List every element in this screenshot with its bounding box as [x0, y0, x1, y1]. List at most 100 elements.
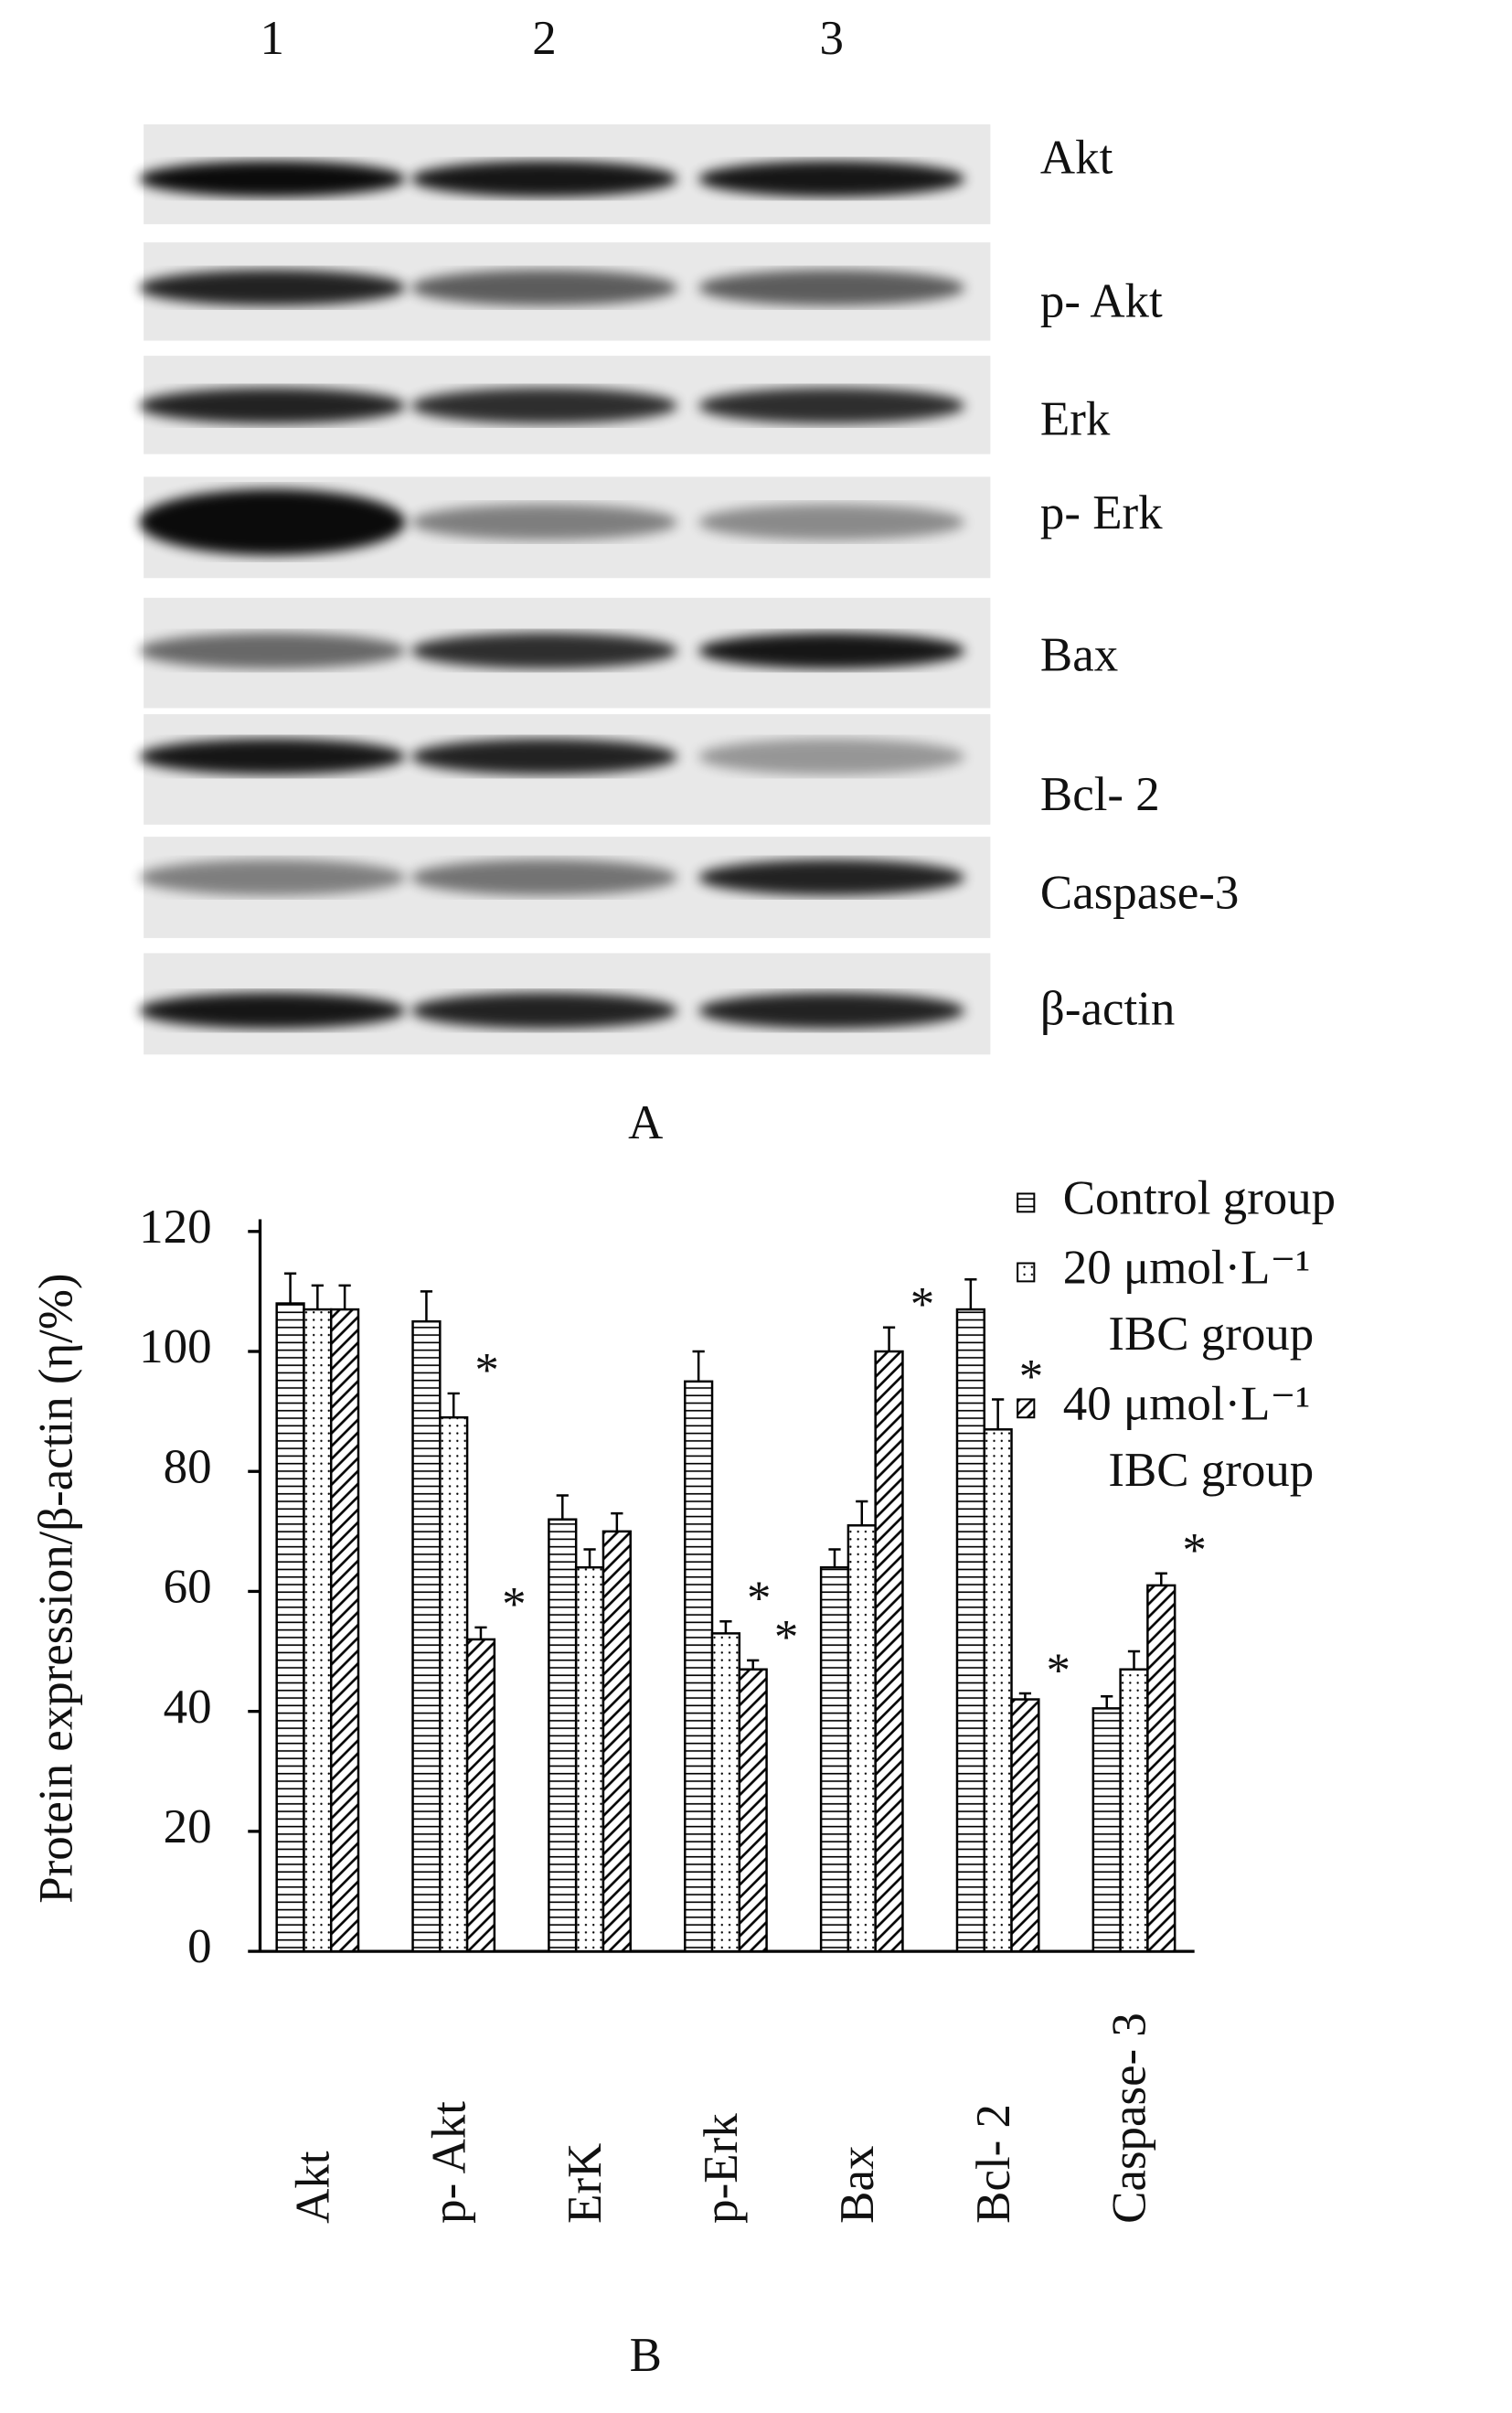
x-tick-label: p- Akt [422, 2101, 475, 2224]
error-bar [420, 1290, 433, 1322]
bar [303, 1308, 333, 1953]
protein-label: Bax [1040, 629, 1118, 682]
y-tick-label: 80 [164, 1440, 212, 1493]
bar [602, 1530, 632, 1953]
error-bar [338, 1284, 351, 1310]
legend-swatch [1017, 1192, 1036, 1213]
bar [465, 1638, 496, 1953]
western-blot: 1 2 3 Akt p- Akt Erk p- Erk Bax Bcl- 2 Caspase-3 β… [139, 12, 1239, 1149]
significance-mark: * [1182, 1524, 1206, 1577]
legend-label: Control group [1063, 1172, 1336, 1225]
error-bar [719, 1620, 732, 1634]
error-bar [1127, 1650, 1141, 1670]
blot-band [698, 738, 965, 775]
bar [574, 1565, 605, 1953]
bar [955, 1308, 985, 1953]
significance-mark: * [1019, 1351, 1043, 1404]
legend-label: 20 μmol·L⁻¹ IBC group [1063, 1242, 1314, 1361]
legend-swatch [1017, 1398, 1036, 1419]
x-tick-label: Bcl- 2 [967, 2104, 1020, 2224]
error-bar [692, 1350, 705, 1382]
blot-band [698, 387, 965, 424]
significance-mark: * [474, 1344, 498, 1397]
blot-band [139, 859, 406, 896]
blot-band [139, 269, 406, 306]
lane-label: 2 [532, 12, 556, 65]
lane-label: 1 [260, 12, 283, 65]
y-tick-label: 100 [139, 1320, 211, 1373]
lane-label: 3 [819, 12, 843, 65]
x-tick-label: p-Erk [695, 2113, 748, 2224]
blot-band [698, 160, 965, 198]
significance-mark: * [774, 1611, 798, 1664]
bar [1119, 1668, 1149, 1953]
y-tick-label: 0 [187, 1920, 211, 1973]
bar [684, 1380, 714, 1953]
blot-band [698, 632, 965, 669]
error-bar [882, 1326, 896, 1352]
error-bar [583, 1548, 596, 1568]
significance-mark: * [910, 1278, 934, 1331]
protein-label: p- Akt [1040, 275, 1163, 328]
error-bar [747, 1659, 760, 1670]
blot-band [410, 504, 677, 540]
error-bar [1018, 1692, 1032, 1700]
bar [1091, 1707, 1122, 1953]
blot-band [410, 738, 677, 775]
error-bar [992, 1398, 1005, 1430]
bar [819, 1565, 850, 1953]
protein-label: Bcl- 2 [1040, 768, 1160, 821]
blot-band [410, 269, 677, 306]
x-tick-label: ErK [559, 2143, 612, 2224]
bar [548, 1518, 578, 1953]
significance-mark: * [502, 1578, 526, 1631]
protein-label: p- Erk [1040, 486, 1163, 539]
bar [710, 1632, 741, 1953]
error-bar [311, 1284, 324, 1310]
blot-band [139, 387, 406, 424]
error-bar [856, 1500, 868, 1526]
error-bar [1101, 1695, 1113, 1709]
bar [983, 1428, 1013, 1953]
blot-band [410, 632, 677, 669]
error-bar [283, 1272, 297, 1304]
y-tick-label: 40 [164, 1681, 212, 1734]
protein-label: Caspase-3 [1040, 866, 1239, 919]
blot-band [698, 859, 965, 896]
bar [1146, 1584, 1177, 1953]
error-bar [556, 1494, 569, 1520]
blot-band [698, 269, 965, 306]
blot-band [410, 859, 677, 896]
blot-band [410, 160, 677, 198]
bar [847, 1524, 877, 1953]
error-bar [474, 1626, 487, 1639]
protein-label: Erk [1040, 393, 1111, 446]
bar [439, 1415, 469, 1953]
bar [874, 1350, 904, 1953]
blot-band [139, 488, 406, 556]
blot-band [139, 632, 406, 669]
protein-label: Akt [1040, 132, 1113, 185]
y-axis-title: Protein expression/β-actin (η/%) [29, 1273, 82, 1903]
panel-label: A [628, 1096, 663, 1149]
y-tick-label: 60 [164, 1561, 212, 1614]
bar [411, 1319, 442, 1953]
blot-band [410, 992, 677, 1030]
bar [1010, 1698, 1040, 1953]
x-tick-label: Caspase- 3 [1103, 2013, 1156, 2224]
error-bar [611, 1511, 623, 1532]
error-bar [964, 1278, 977, 1310]
blot-band [698, 992, 965, 1030]
bar [329, 1308, 360, 1953]
blot-band [139, 160, 406, 198]
blot-band [139, 992, 406, 1030]
error-bar [447, 1392, 460, 1418]
y-tick-label: 20 [164, 1800, 212, 1853]
protein-label: β-actin [1040, 983, 1175, 1036]
error-bar [828, 1548, 841, 1568]
bar [275, 1302, 305, 1953]
x-tick-label: Bax [831, 2146, 884, 2224]
panel-label: B [630, 2329, 662, 2382]
blot-band [410, 387, 677, 424]
y-tick-label: 120 [139, 1201, 211, 1254]
